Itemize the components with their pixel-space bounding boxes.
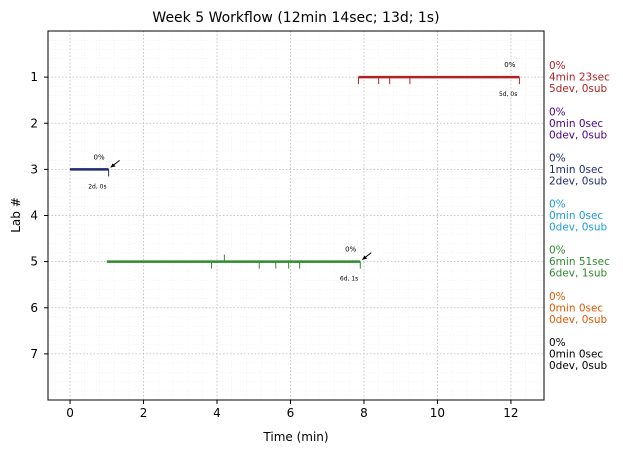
count-label: 6d, 1s <box>340 276 358 283</box>
side-label-line: 0% <box>549 337 566 349</box>
y-tick-label: 2 <box>30 116 38 130</box>
arrow-head-icon <box>362 255 368 260</box>
side-label-line: 2dev, 0sub <box>549 175 608 187</box>
percent-label: 0% <box>94 153 105 161</box>
side-label-line: 0dev, 0sub <box>549 129 608 141</box>
side-label-line: 0dev, 0sub <box>549 360 608 372</box>
y-tick-label: 1 <box>30 70 38 84</box>
x-axis-label: Time (min) <box>262 430 328 444</box>
side-label-line: 6dev, 1sub <box>549 268 608 280</box>
y-axis-label: Lab # <box>9 197 23 233</box>
percent-label: 0% <box>345 246 356 254</box>
side-label-line: 0min 0sec <box>549 348 603 360</box>
x-tick-label: 8 <box>360 406 368 420</box>
count-label: 2d, 0s <box>88 183 106 190</box>
y-axis: 1 2 3 4 5 6 7 <box>30 70 48 361</box>
side-label-line: 0% <box>549 291 566 303</box>
y-tick-label: 7 <box>30 347 38 361</box>
x-axis: 0 2 4 6 8 10 12 <box>66 400 519 420</box>
x-tick-label: 10 <box>430 406 445 420</box>
side-label-line: 0% <box>549 199 566 211</box>
side-label-line: 0% <box>549 106 566 118</box>
side-label-line: 0% <box>549 245 566 257</box>
side-label-line: 0% <box>549 60 566 72</box>
x-tick-label: 2 <box>140 406 148 420</box>
y-tick-label: 3 <box>30 162 38 176</box>
side-label-line: 6min 51sec <box>549 256 610 268</box>
x-tick-label: 0 <box>66 406 74 420</box>
percent-label: 0% <box>504 61 515 69</box>
side-label-line: 0dev, 0sub <box>549 314 608 326</box>
x-tick-label: 6 <box>287 406 295 420</box>
lab-bars: 0% 5d, 0s 0% 2d, 0s 0% 6d, 1s <box>70 61 520 283</box>
x-tick-label: 4 <box>213 406 221 420</box>
y-tick-label: 4 <box>30 209 38 223</box>
side-label-line: 1min 0sec <box>549 164 603 176</box>
side-label-line: 5dev, 0sub <box>549 83 608 95</box>
side-label-line: 4min 23sec <box>549 72 610 84</box>
x-tick-label: 12 <box>503 406 518 420</box>
grid <box>48 31 544 400</box>
side-label-line: 0dev, 0sub <box>549 222 608 234</box>
count-label: 5d, 0s <box>499 91 517 98</box>
y-tick-label: 5 <box>30 255 38 269</box>
chart-title: Week 5 Workflow (12min 14sec; 13d; 1s) <box>152 10 439 26</box>
side-label-line: 0min 0sec <box>549 118 603 130</box>
side-label-line: 0% <box>549 152 566 164</box>
side-label-line: 0min 0sec <box>549 210 603 222</box>
side-label-line: 0min 0sec <box>549 302 603 314</box>
y-tick-label: 6 <box>30 301 38 315</box>
arrow-head-icon <box>110 163 116 168</box>
